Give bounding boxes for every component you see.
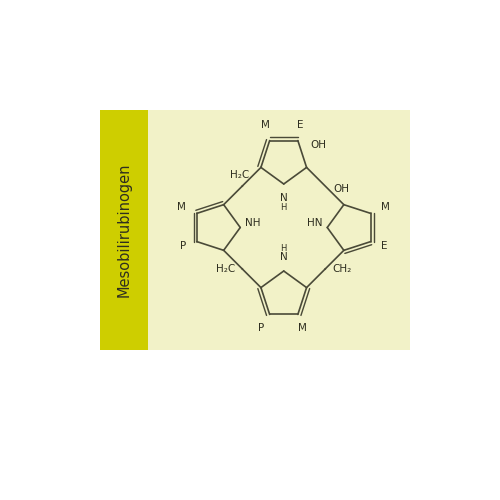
Text: M: M	[380, 202, 390, 212]
Text: HN: HN	[307, 218, 322, 228]
Text: M: M	[177, 202, 186, 212]
Text: N: N	[280, 252, 287, 262]
Text: M: M	[298, 324, 308, 334]
Text: E: E	[380, 240, 387, 250]
Text: N: N	[280, 193, 287, 203]
Text: NH: NH	[245, 218, 261, 228]
Text: P: P	[258, 324, 264, 334]
Text: E: E	[297, 120, 304, 130]
Text: H₂C: H₂C	[216, 264, 235, 274]
Bar	[100, 110, 148, 350]
Text: M: M	[261, 120, 270, 130]
Text: H₂C: H₂C	[230, 170, 250, 180]
Text: H: H	[280, 203, 287, 212]
Text: P: P	[180, 240, 186, 250]
Text: CH₂: CH₂	[332, 264, 352, 274]
Text: Mesobilirubinogen: Mesobilirubinogen	[116, 163, 131, 297]
Bar	[100, 110, 410, 350]
Text: H: H	[280, 244, 287, 253]
Text: OH: OH	[334, 184, 349, 194]
Text: OH: OH	[310, 140, 326, 149]
